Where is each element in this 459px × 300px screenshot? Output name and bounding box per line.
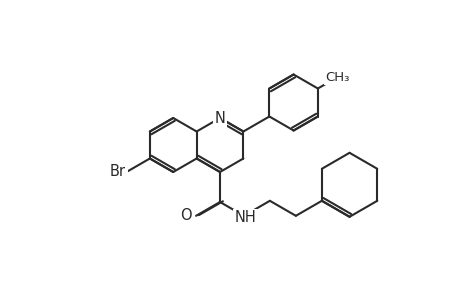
Text: NH: NH xyxy=(235,210,256,225)
Text: N: N xyxy=(214,110,225,125)
Text: Br: Br xyxy=(110,164,125,179)
Text: CH₃: CH₃ xyxy=(325,71,349,84)
Text: O: O xyxy=(180,208,192,223)
